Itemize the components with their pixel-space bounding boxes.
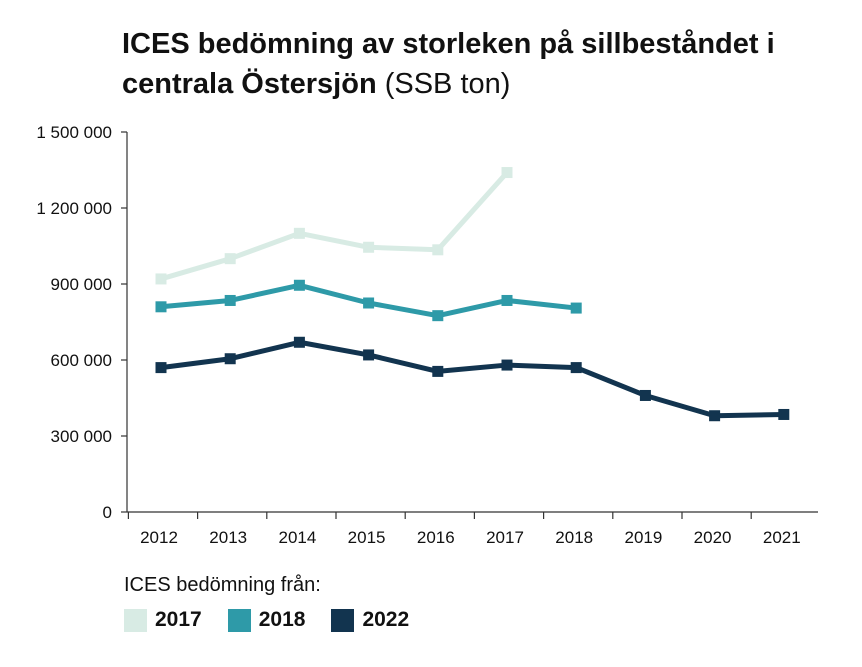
- data-point: [224, 353, 236, 365]
- y-tick-label: 1 500 000: [36, 123, 112, 142]
- x-tick-label: 2015: [348, 528, 386, 547]
- legend-item-2018: 2018: [227, 608, 306, 632]
- chart-title-unit: (SSB ton): [384, 68, 511, 100]
- y-axis-ticks: 0 300 000 600 000 900 000 1 200 000 1 500 000: [36, 123, 127, 522]
- data-point: [363, 241, 375, 253]
- series-line-2017: [160, 170, 509, 282]
- data-point: [293, 279, 305, 291]
- series-2022: [155, 336, 790, 422]
- y-tick-label: 600 000: [51, 351, 112, 370]
- x-tick-label: 2016: [417, 528, 455, 547]
- data-point: [570, 302, 582, 314]
- x-tick-label: 2021: [763, 528, 801, 547]
- x-axis-ticks: 2012 2013 2014 2015 2016 2017 2018 2019 2020 2021: [127, 512, 801, 547]
- legend-item-2022: 2022: [331, 608, 409, 632]
- legend-title: ICES bedömning från:: [124, 574, 321, 596]
- data-point: [363, 349, 375, 361]
- data-point: [570, 362, 582, 374]
- x-tick-label: 2017: [486, 528, 524, 547]
- x-tick-label: 2014: [278, 528, 316, 547]
- y-tick-label: 1 200 000: [36, 199, 112, 218]
- legend-label: 2017: [155, 608, 202, 631]
- data-point: [224, 294, 236, 306]
- x-tick-label: 2018: [555, 528, 593, 547]
- legend-label: 2018: [258, 608, 306, 631]
- series-line-2022: [160, 339, 784, 419]
- chart-title-text: ICES bedömning av storleken på sillbestå…: [122, 28, 775, 100]
- x-tick-label: 2013: [209, 528, 247, 547]
- data-point: [432, 244, 444, 256]
- series-2017: [155, 167, 513, 285]
- axes: [126, 132, 818, 513]
- legend-label: 2022: [362, 608, 410, 631]
- data-point: [363, 297, 375, 309]
- y-tick-label: 900 000: [51, 275, 112, 294]
- data-point: [501, 359, 513, 371]
- y-tick-label: 300 000: [51, 427, 112, 446]
- data-point: [155, 362, 167, 374]
- data-point: [224, 253, 236, 265]
- data-point: [501, 167, 513, 179]
- y-tick-label: 0: [103, 503, 112, 522]
- data-point: [639, 389, 651, 401]
- series-layer: [155, 167, 790, 422]
- data-point: [155, 273, 167, 285]
- chart-title: ICES bedömning av storleken på sillbestå…: [122, 24, 842, 104]
- data-point: [432, 365, 444, 377]
- x-tick-label: 2020: [694, 528, 732, 547]
- data-point: [432, 310, 444, 322]
- data-point: [155, 301, 167, 313]
- data-point: [501, 294, 513, 306]
- x-tick-label: 2012: [140, 528, 178, 547]
- legend-swatch: [124, 608, 147, 632]
- legend-item-2017: 2017: [124, 608, 202, 632]
- data-point: [293, 227, 305, 239]
- x-tick-label: 2019: [624, 528, 662, 547]
- legend-swatch: [227, 608, 251, 632]
- legend: 2017 2018 2022: [124, 608, 435, 632]
- series-2018: [155, 279, 582, 322]
- data-point: [778, 408, 790, 420]
- data-point: [709, 410, 721, 422]
- data-point: [293, 336, 305, 348]
- legend-swatch: [331, 608, 355, 632]
